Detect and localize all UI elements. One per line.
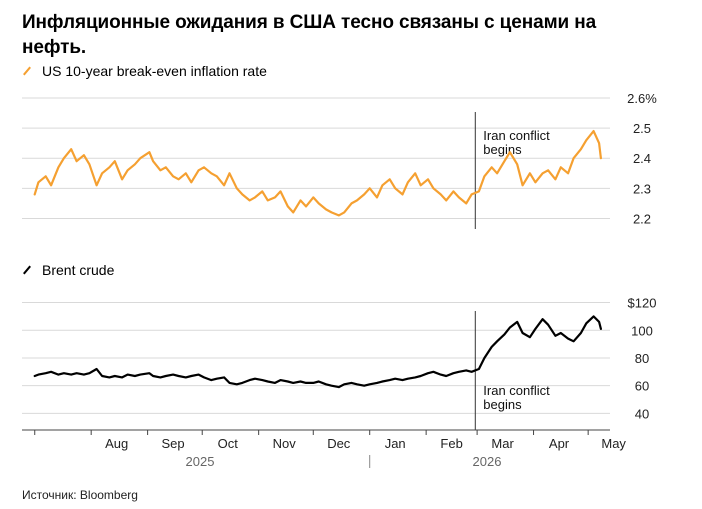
series-line-1-0 — [33, 315, 603, 389]
annotation-text-1-0: Iran conflict — [483, 383, 550, 398]
ytick-label-0-3: 2.5 — [633, 121, 651, 136]
x-label-0: Aug — [105, 436, 128, 451]
ytick-label-1-4: $120 — [628, 296, 657, 311]
page-title: Инфляционные ожидания в США тесно связан… — [22, 12, 597, 58]
x-label-1: Sep — [162, 436, 185, 451]
x-label-2: Oct — [218, 436, 239, 451]
year-label-1: 2026 — [473, 454, 502, 469]
ytick-label-1-2: 80 — [635, 351, 649, 366]
ytick-label-0-4: 2.6% — [627, 91, 657, 106]
ytick-label-0-2: 2.4 — [633, 151, 651, 166]
annotation-text-0-1: begins — [483, 142, 522, 157]
x-label-7: Mar — [491, 436, 514, 451]
ytick-label-1-3: 100 — [631, 323, 653, 338]
legend-label-breakeven: US 10-year break-even inflation rate — [42, 63, 267, 79]
annotation-text-1-1: begins — [483, 397, 522, 412]
x-label-5: Jan — [385, 436, 406, 451]
series-line-0-0 — [33, 130, 603, 217]
x-label-9: May — [601, 436, 626, 451]
x-label-8: Apr — [549, 436, 570, 451]
year-label-0: 2025 — [186, 454, 215, 469]
x-label-6: Feb — [440, 436, 462, 451]
ytick-label-1-0: 40 — [635, 406, 649, 421]
legend-breakeven: US 10-year break-even inflation rate — [22, 63, 267, 79]
source-note: Источник: Bloomberg — [22, 488, 138, 502]
x-label-3: Nov — [273, 436, 297, 451]
legend-label-brent: Brent crude — [42, 262, 115, 278]
ytick-label-0-0: 2.2 — [633, 211, 651, 226]
annotation-text-0-0: Iran conflict — [483, 128, 550, 143]
ytick-label-0-1: 2.3 — [633, 181, 651, 196]
ytick-label-1-1: 60 — [635, 379, 649, 394]
x-label-4: Dec — [327, 436, 351, 451]
legend-brent: Brent crude — [22, 262, 114, 278]
